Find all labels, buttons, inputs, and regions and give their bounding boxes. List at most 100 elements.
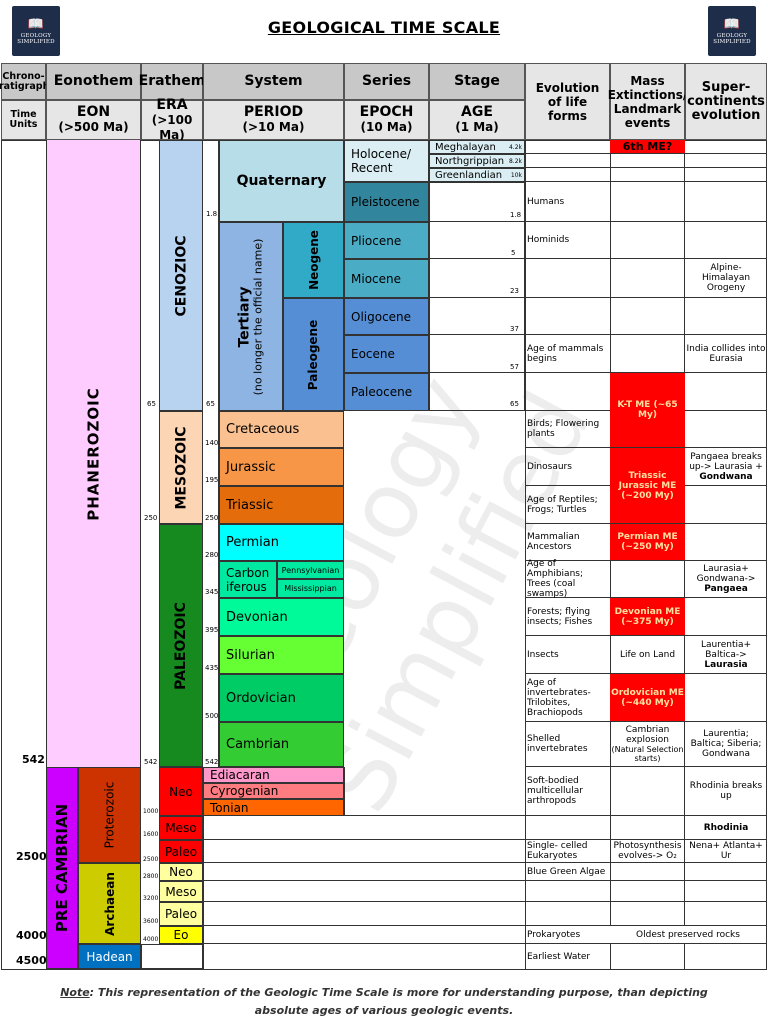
super-rhodinia: Rhodinia xyxy=(685,816,767,840)
period-num-65: 65 xyxy=(206,400,215,408)
era-neo-proterozoic: Neo xyxy=(159,767,203,816)
era-hadean-blank xyxy=(141,944,203,969)
header-eonothem: Eonothem xyxy=(46,63,141,100)
age-row xyxy=(429,335,525,373)
num-2800: 2800 xyxy=(143,873,159,880)
header-time-units: Time Units xyxy=(1,100,46,140)
super-laurasia-gondwana: Laurasia+ Gondwana-> Pangaea xyxy=(685,561,767,598)
pangaea-breaks-bold: Gondwana xyxy=(699,471,753,482)
book-icon: 📖 xyxy=(723,16,741,32)
era-eo-archaean: Eo xyxy=(159,926,203,944)
logo-left: 📖 GEOLOGY SIMPLIFIED xyxy=(12,6,60,56)
time-4500: 4500 xyxy=(16,954,47,967)
mass-sixth: 6th ME? xyxy=(610,140,685,154)
eon-proterozoic-label: Proterozoic xyxy=(102,781,117,849)
mass-row xyxy=(610,335,685,373)
age-greenlandian: Greenlandian 10k xyxy=(429,168,525,182)
mass-row xyxy=(610,944,685,969)
header-era-sub: (>100 Ma) xyxy=(151,112,193,142)
evolution-reptiles: Age of Reptiles; Frogs; Turtles xyxy=(525,486,610,524)
epoch-eocene: Eocene xyxy=(344,335,429,373)
super-row xyxy=(685,222,767,259)
evolution-row xyxy=(525,373,610,411)
period-num-345: 345 xyxy=(205,588,219,596)
super-alpine: Alpine- Himalayan Orogeny xyxy=(685,259,767,298)
mass-row xyxy=(610,881,685,902)
pangaea-breaks-text: Pangaea breaks up-> Laurasia + xyxy=(689,451,763,472)
period-quaternary: Quaternary xyxy=(219,140,344,222)
period-tertiary: Tertiary (no longer the official name) xyxy=(219,222,283,411)
age-num-65: 65 xyxy=(510,400,519,408)
header-series: Series xyxy=(344,63,429,100)
age-num-1.8: 1.8 xyxy=(510,211,522,219)
evolution-dinosaurs: Dinosaurs xyxy=(525,448,610,486)
period-paleogene: Paleogene xyxy=(283,298,344,411)
super-row xyxy=(685,298,767,335)
period-jurassic: Jurassic xyxy=(219,448,344,486)
mass-row xyxy=(610,561,685,598)
num-1000: 1000 xyxy=(143,808,159,815)
age-value: 8.2k xyxy=(508,157,522,165)
super-laurentia: Laurentia; Baltica; Siberia; Gondwana xyxy=(685,722,767,767)
tertiary-name: Tertiary xyxy=(236,285,253,348)
header-epoch-label: EPOCH xyxy=(359,104,414,120)
mass-row xyxy=(610,902,685,926)
book-icon: 📖 xyxy=(27,16,45,32)
eon-proterozoic: Proterozoic xyxy=(78,767,141,863)
period-num-542: 542 xyxy=(205,758,219,766)
evolution-shelled: Shelled invertebrates xyxy=(525,722,610,767)
age-row xyxy=(429,259,525,298)
super-nena: Nena+ Atlanta+ Ur xyxy=(685,840,767,863)
evolution-insects: Insects xyxy=(525,636,610,674)
evolution-birds: Birds; Flowering plants xyxy=(525,411,610,448)
era-num-542: 542 xyxy=(144,758,158,766)
era-num-65: 65 xyxy=(147,400,156,408)
super-rhodinia-breaks: Rhodinia breaks up xyxy=(685,767,767,816)
cambrian-explosion-text: Cambrian explosion xyxy=(625,725,670,745)
evolution-row xyxy=(525,298,610,335)
evolution-mammalian: Mammalian Ancestors xyxy=(525,524,610,561)
evolution-row xyxy=(525,168,610,182)
period-neogene: Neogene xyxy=(283,222,344,298)
header-epoch: EPOCH (10 Ma) xyxy=(344,100,429,140)
period-mississippian: Mississippian xyxy=(277,579,344,598)
period-devonian: Devonian xyxy=(219,598,344,636)
era-paleo-proterozoic: Paleo xyxy=(159,840,203,863)
period-num-250: 250 xyxy=(205,514,219,522)
evolution-amphibians: Age of Amphibians; Trees (coal swamps) xyxy=(525,559,610,599)
evolution-row xyxy=(525,140,610,154)
evolution-mammals: Age of mammals begins xyxy=(525,335,610,373)
header-era: ERA (>100 Ma) xyxy=(141,97,203,142)
period-neogene-label: Neogene xyxy=(306,230,321,290)
right-columns xyxy=(525,140,767,969)
mass-row xyxy=(610,863,685,881)
lg-text: Laurasia+ Gondwana-> xyxy=(696,564,756,584)
natural-selection-text: (Natural Selection starts) xyxy=(611,745,684,763)
age-meghalayan: Meghalayan 4.2k xyxy=(429,140,525,154)
num-4000: 4000 xyxy=(143,936,159,943)
era-paleo-archaean: Paleo xyxy=(159,902,203,926)
header-erathem: Erathem xyxy=(139,63,205,100)
super-row xyxy=(685,140,767,154)
period-number-strip xyxy=(203,140,219,767)
epoch-pleistocene: Pleistocene xyxy=(344,182,429,222)
logo-right: 📖 GEOLOGY SIMPLIFIED xyxy=(708,6,756,56)
period-carboniferous: Carbon iferous xyxy=(219,561,277,598)
epoch-miocene: Miocene xyxy=(344,259,429,298)
period-num-280: 280 xyxy=(205,551,219,559)
age-value: 4.2k xyxy=(508,143,522,151)
age-name: Greenlandian xyxy=(435,169,503,181)
period-tertiary-label: Tertiary (no longer the official name) xyxy=(236,238,264,395)
blank-row xyxy=(203,816,525,840)
era-meso-archaean: Meso xyxy=(159,881,203,902)
mass-oldest-rocks: Oldest preserved rocks xyxy=(610,926,767,944)
super-row xyxy=(685,182,767,222)
header-chrono: Chrono-stratigraphic xyxy=(0,63,58,100)
epoch-holocene: Holocene/ Recent xyxy=(344,140,429,182)
eon-phanerozoic-label: PHANEROZOIC xyxy=(84,386,103,521)
period-cambrian: Cambrian xyxy=(219,722,344,767)
epoch-oligocene: Oligocene xyxy=(344,298,429,335)
num-1600: 1600 xyxy=(143,831,159,838)
header-eon: EON (>500 Ma) xyxy=(46,100,141,140)
mass-row xyxy=(610,767,685,816)
